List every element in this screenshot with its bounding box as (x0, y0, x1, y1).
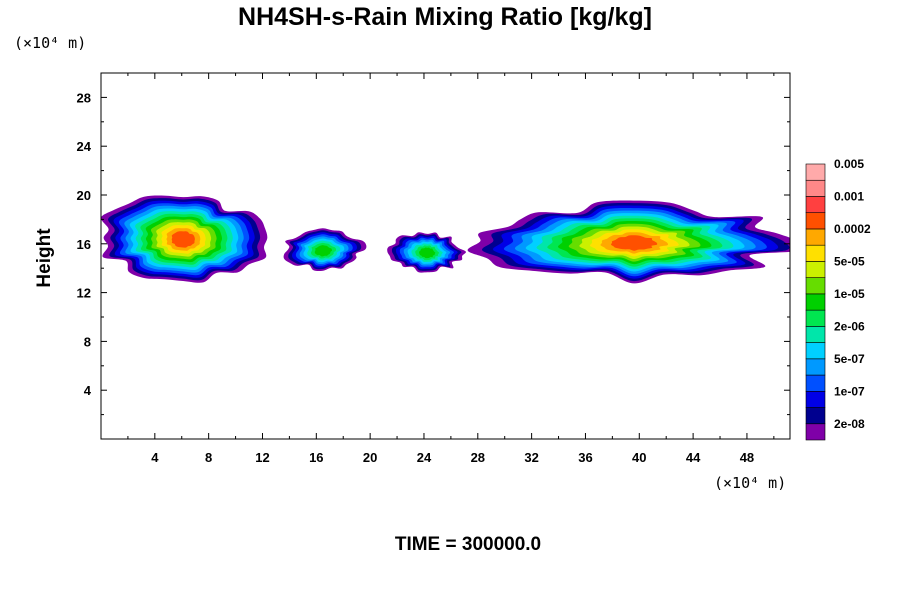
y-tick-label: 8 (84, 334, 91, 349)
colorbar-swatch (805, 244, 826, 262)
y-axis-unit: (×10⁴ m) (14, 34, 86, 52)
x-tick-label: 48 (740, 450, 754, 465)
contour-level (314, 245, 332, 257)
colorbar-swatch (805, 277, 826, 295)
colorbar-swatch (805, 293, 826, 311)
colorbar-swatch (805, 390, 826, 408)
x-axis-unit: (×10⁴ m) (714, 474, 786, 492)
colorbar-swatch (805, 309, 826, 327)
y-tick-label: 4 (84, 383, 92, 398)
x-tick-label: 20 (363, 450, 377, 465)
field-layers (101, 195, 790, 284)
y-tick-label: 24 (77, 139, 92, 154)
x-tick-label: 36 (578, 450, 592, 465)
colorbar-swatch (805, 407, 826, 425)
time-label: TIME = 300000.0 (395, 534, 541, 555)
x-tick-label: 40 (632, 450, 646, 465)
colorbar-label: 0.0002 (834, 222, 871, 236)
colorbar-swatch (805, 163, 826, 181)
x-tick-label: 12 (255, 450, 269, 465)
colorbar-swatch (805, 342, 826, 360)
colorbar-swatch (805, 326, 826, 343)
x-tick-label: 44 (686, 450, 701, 465)
x-tick-label: 24 (417, 450, 432, 465)
colorbar-label: 1e-05 (834, 287, 865, 301)
colorbar-swatch (805, 196, 826, 214)
colorbar-label: 0.005 (834, 157, 864, 171)
contour-level (171, 231, 195, 248)
cloud-region (467, 200, 790, 284)
colorbar-swatch (805, 228, 826, 246)
colorbar-label: 5e-05 (834, 254, 865, 268)
colorbar-swatch (805, 423, 826, 441)
colorbar-label: 1e-07 (834, 384, 865, 398)
colorbar-label: 0.001 (834, 189, 864, 203)
colorbar-swatch (805, 212, 826, 230)
cloud-region (101, 195, 268, 283)
colorbar-label: 2e-06 (834, 319, 865, 333)
x-tick-label: 28 (471, 450, 485, 465)
contour-level (610, 235, 658, 251)
colorbar-label: 5e-07 (834, 352, 865, 366)
colorbar-label: 2e-08 (834, 417, 865, 431)
x-tick-label: 4 (151, 450, 159, 465)
x-tick-label: 16 (309, 450, 323, 465)
colorbar-swatch (805, 179, 826, 197)
y-tick-label: 16 (77, 237, 91, 252)
x-tick-label: 8 (205, 450, 212, 465)
y-tick-label: 20 (77, 188, 91, 203)
mixing-ratio-field (101, 195, 790, 284)
contour-level (419, 247, 436, 259)
chart-title: NH4SH-s-Rain Mixing Ratio [kg/kg] (238, 3, 652, 31)
colorbar-swatch (805, 358, 826, 376)
x-tick-label: 32 (524, 450, 538, 465)
y-tick-label: 28 (77, 90, 91, 105)
plot-frame (100, 72, 791, 440)
colorbar: 2e-08 1e-07 5e-07 2e-06 1e-05 5e-05 0.0002 0.00… (805, 157, 871, 441)
y-tick-label: 12 (77, 286, 91, 301)
colorbar-swatch (805, 374, 826, 392)
y-axis-label: Height (34, 228, 55, 288)
cloud-region (283, 228, 367, 271)
colorbar-swatch (805, 261, 826, 278)
cloud-region (387, 232, 466, 273)
